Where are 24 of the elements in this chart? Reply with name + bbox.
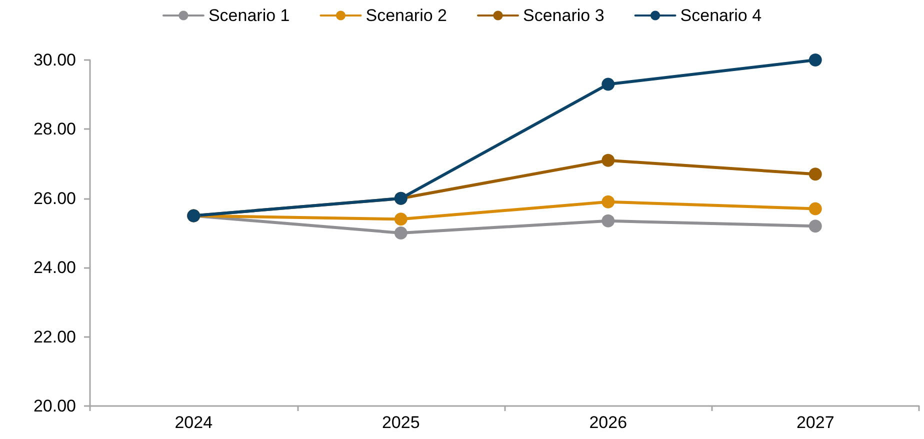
point xyxy=(602,78,615,91)
point xyxy=(602,214,615,228)
legend-label: Scenario 3 xyxy=(523,6,604,25)
x-tick-label: 2027 xyxy=(796,413,834,432)
x-tick-label: 2026 xyxy=(589,413,628,432)
point xyxy=(602,195,615,208)
legend-label: Scenario 1 xyxy=(208,6,290,25)
legend-label: Scenario 4 xyxy=(680,6,762,25)
y-tick-label: 24.00 xyxy=(33,258,76,278)
y-tick-label: 30.00 xyxy=(33,50,76,70)
point xyxy=(808,202,822,216)
x-tick-label: 2024 xyxy=(174,413,213,432)
legend-label: Scenario 2 xyxy=(366,6,448,25)
x-tick-label: 2025 xyxy=(382,413,420,432)
y-tick-label: 22.00 xyxy=(33,327,76,346)
point xyxy=(394,212,408,226)
y-tick-label: 26.00 xyxy=(33,188,76,208)
point xyxy=(394,226,408,240)
point xyxy=(808,54,822,66)
y-tick-label: 28.00 xyxy=(33,120,76,139)
point xyxy=(808,168,822,181)
point xyxy=(602,154,615,167)
y-tick-label: 20.00 xyxy=(33,396,76,416)
point xyxy=(808,220,822,233)
